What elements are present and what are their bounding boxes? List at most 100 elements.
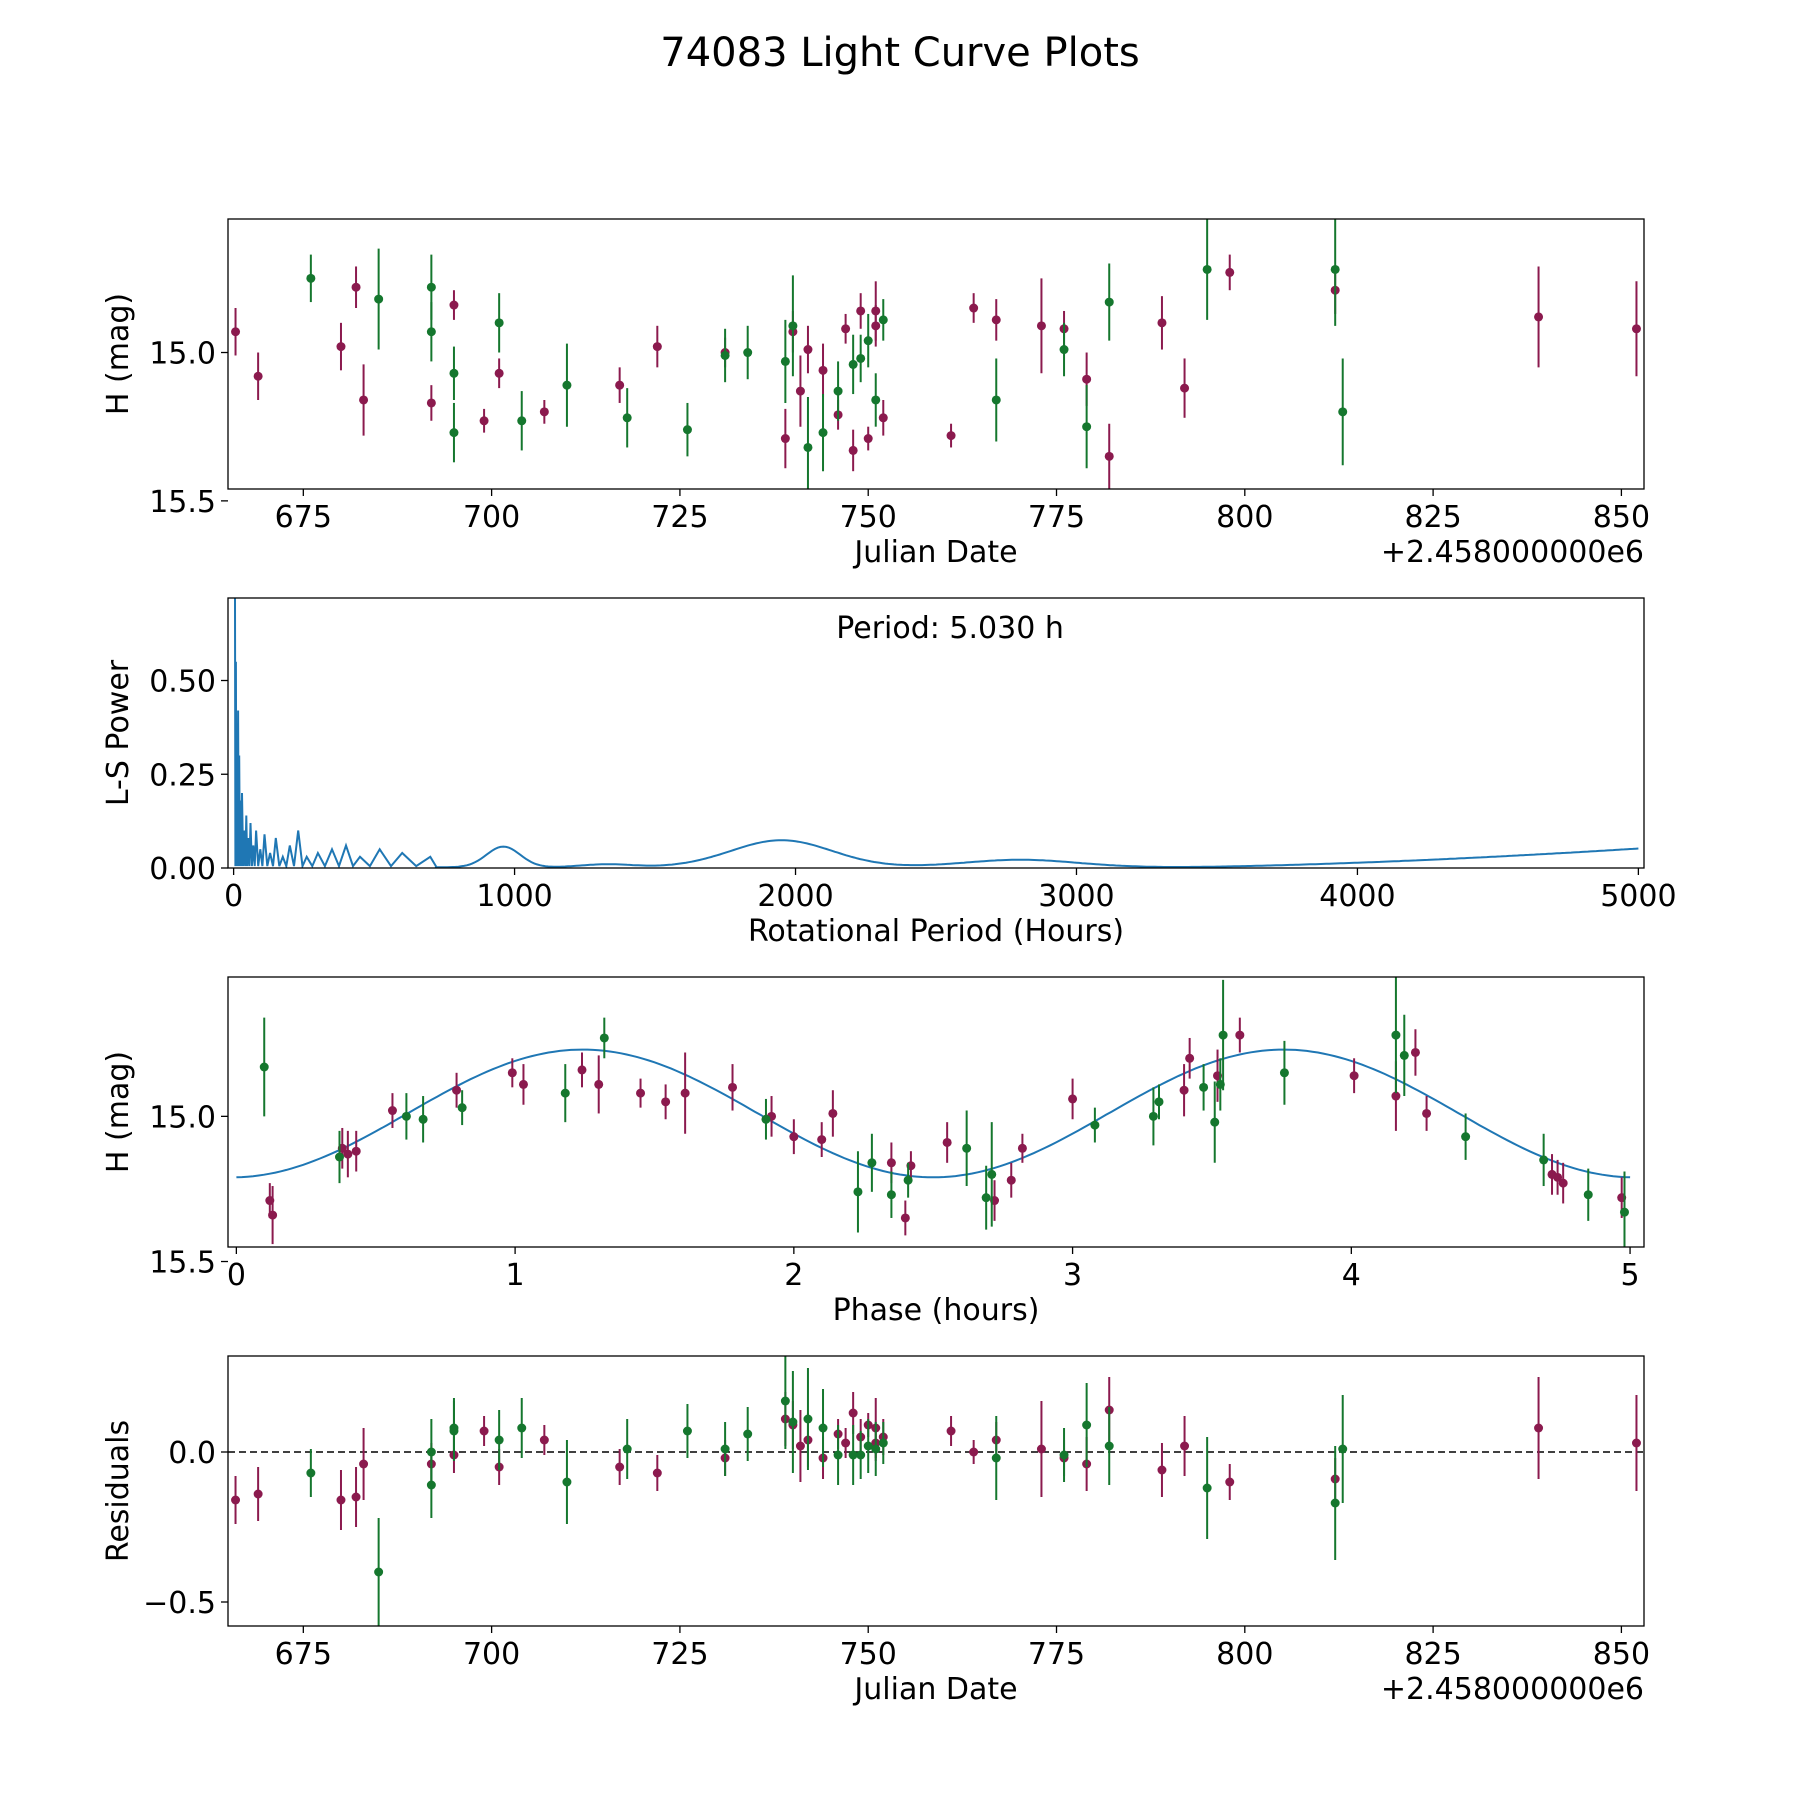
data-point — [518, 1079, 528, 1089]
x-tick-label: 4 — [1342, 1258, 1361, 1293]
data-point — [886, 1158, 896, 1168]
data-point — [539, 407, 549, 417]
data-point — [720, 1444, 730, 1454]
data-point — [848, 1450, 858, 1460]
y-tick-label: 15.0 — [149, 1100, 216, 1135]
data-point — [720, 350, 730, 360]
data-point — [818, 365, 828, 375]
x-tick-label: 0 — [224, 879, 243, 914]
data-point — [577, 1065, 587, 1075]
x-tick-label: 850 — [1593, 500, 1650, 535]
x-axis: 675 700 725 750 775 800 825 850 Julian Date +2.45… — [275, 489, 1650, 570]
x-tick-label: 775 — [1028, 1637, 1085, 1672]
data-point — [449, 368, 459, 378]
data-point — [1225, 267, 1235, 277]
data-point — [780, 356, 790, 366]
data-point — [789, 1132, 799, 1142]
data-point — [517, 1423, 527, 1433]
series-green — [306, 219, 1348, 489]
periodogram-line — [234, 598, 1639, 868]
data-point — [969, 303, 979, 313]
x-tick-label: 800 — [1216, 500, 1273, 535]
data-point — [343, 1149, 353, 1159]
data-point — [494, 368, 504, 378]
data-point — [743, 348, 753, 358]
plot-area — [234, 598, 1639, 868]
axes-frame — [227, 597, 1645, 869]
data-point — [351, 1146, 361, 1156]
plot-area — [231, 219, 1641, 489]
x-tick-label: 800 — [1216, 1637, 1273, 1672]
data-point — [728, 1082, 738, 1092]
data-point — [1017, 1143, 1027, 1153]
y-tick-label: 15.0 — [149, 337, 216, 372]
plot-area — [228, 1356, 1644, 1626]
data-point — [1583, 1190, 1593, 1200]
y-axis-label: Residuals — [101, 1420, 136, 1562]
data-point — [517, 416, 527, 426]
data-point — [1391, 1091, 1401, 1101]
fit-curve — [236, 1048, 1631, 1179]
data-point — [359, 1459, 369, 1469]
data-point — [661, 1097, 671, 1107]
subplot-ph: 0 1 2 3 4 5 Phase (hours) 15.5 15.0 H (mag) — [101, 976, 1645, 1328]
y-axis: 0.00 0.25 0.50 L-S Power — [101, 659, 228, 887]
data-point — [1006, 1175, 1016, 1185]
y-tick-label: 0.25 — [149, 758, 216, 793]
x-tick-label: 2000 — [757, 879, 833, 914]
data-point — [494, 1435, 504, 1445]
data-point — [334, 1152, 344, 1162]
data-point — [652, 342, 662, 352]
x-tick-label: 675 — [275, 500, 332, 535]
x-axis-label: Rotational Period (Hours) — [748, 914, 1124, 949]
data-point — [1202, 1483, 1212, 1493]
data-point — [848, 359, 858, 369]
data-point — [336, 1495, 346, 1505]
data-point — [780, 1396, 790, 1406]
data-point — [871, 395, 881, 405]
y-axis: 15.5 15.0 H (mag) — [101, 293, 228, 520]
data-point — [803, 1414, 813, 1424]
data-point — [1330, 1498, 1340, 1508]
x-offset-label: +2.458000000e6 — [1381, 535, 1644, 570]
data-point — [1202, 264, 1212, 274]
data-point — [942, 1137, 952, 1147]
data-point — [946, 1426, 956, 1436]
data-point — [856, 1450, 866, 1460]
data-point — [507, 1068, 517, 1078]
data-point — [1210, 1117, 1220, 1127]
data-point — [1082, 1420, 1092, 1430]
axes-frame — [227, 976, 1645, 1248]
y-tick-label: 15.5 — [149, 1246, 216, 1281]
data-point — [336, 342, 346, 352]
data-point — [599, 1033, 609, 1043]
data-point — [788, 1417, 798, 1427]
x-axis: 0 1 2 3 4 5 Phase (hours) — [227, 1247, 1640, 1328]
subplots: 675 700 725 750 775 800 825 850 Julian Date +2.45… — [101, 218, 1677, 1707]
x-tick-label: 5 — [1621, 1258, 1640, 1293]
data-point — [615, 1462, 625, 1472]
data-point — [1539, 1155, 1549, 1165]
x-tick-label: 3000 — [1038, 879, 1114, 914]
x-tick-label: 825 — [1404, 500, 1461, 535]
series-maroon — [265, 1017, 1627, 1245]
data-point — [1154, 1097, 1164, 1107]
data-point — [833, 386, 843, 396]
data-point — [743, 1429, 753, 1439]
data-point — [374, 294, 384, 304]
data-point — [374, 1567, 384, 1577]
data-point — [833, 1450, 843, 1460]
axes-frame — [227, 218, 1645, 490]
data-point — [494, 318, 504, 328]
data-point — [1104, 297, 1114, 307]
data-point — [1235, 1030, 1245, 1040]
data-point — [1410, 1047, 1420, 1057]
data-point — [1619, 1207, 1629, 1217]
y-axis-label: L-S Power — [101, 659, 136, 806]
data-point — [863, 434, 873, 444]
data-point — [878, 413, 888, 423]
x-tick-label: 750 — [840, 1637, 897, 1672]
x-tick-label: 4000 — [1319, 879, 1395, 914]
x-tick-label: 775 — [1028, 500, 1085, 535]
